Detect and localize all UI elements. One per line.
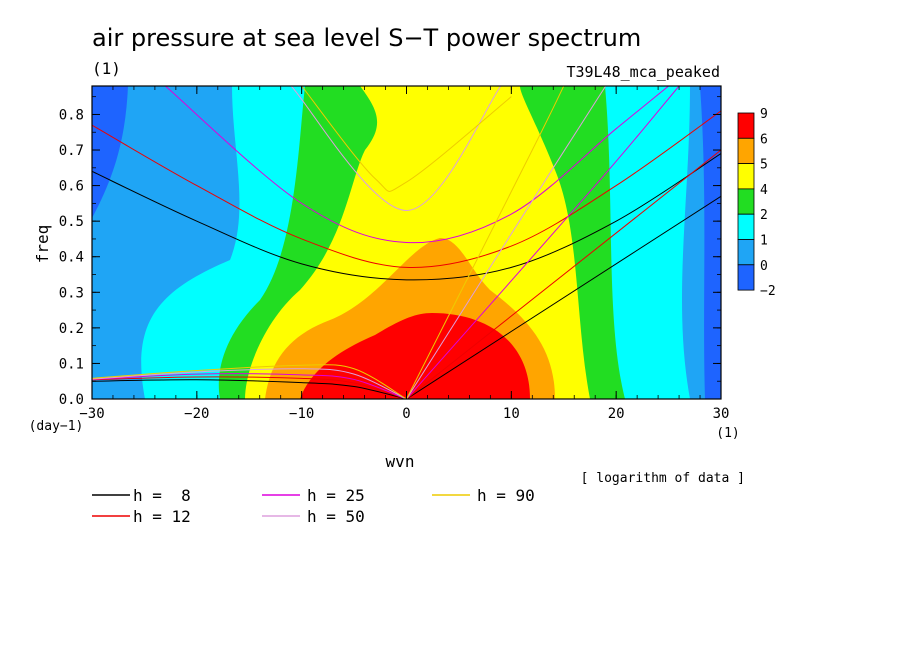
legend-label: h = 50 — [307, 507, 365, 526]
units-label: (1) — [92, 59, 121, 78]
legend-label: h = 12 — [133, 507, 191, 526]
colorbar-label: 4 — [760, 183, 768, 198]
colorbar-label: 6 — [760, 132, 768, 147]
colorbar-swatch — [737, 112, 755, 139]
colorbar-swatch — [737, 264, 755, 291]
legend-label: h = 90 — [477, 486, 535, 505]
colorbar: 9 6 5 4 2 1 0 −2 — [737, 107, 776, 299]
colorbar-swatch — [737, 188, 755, 215]
curve-h8-rossby — [92, 379, 407, 399]
curve-h90-rossby — [92, 364, 407, 399]
x-tick-label: 0 — [402, 406, 410, 422]
y-tick-label: 0.4 — [59, 250, 84, 266]
curve-h50-rossby — [92, 368, 407, 399]
x-units-label: (1) — [716, 426, 739, 441]
y-tick-label: 0.2 — [59, 321, 84, 337]
colorbar-swatch — [737, 137, 755, 165]
x-axis: −30 −20 −10 0 10 20 30 — [79, 86, 729, 422]
experiment-label: T39L48_mca_peaked — [566, 63, 720, 81]
curve-h90-kelvin — [406, 86, 565, 399]
legend: h = 8 h = 12 h = 25 h = 50 h = 90 — [92, 486, 535, 526]
y-axis: 0.0 0.1 0.2 0.3 0.4 0.5 0.6 0.7 0.8 — [59, 96, 721, 408]
colorbar-label: −2 — [760, 284, 776, 299]
y-tick-label: 0.5 — [59, 214, 84, 230]
x-tick-label: 30 — [713, 406, 730, 422]
x-tick-label: 10 — [503, 406, 520, 422]
y-tick-label: 0.1 — [59, 356, 84, 372]
curve-h12-gravity — [92, 110, 721, 268]
curve-h50-kelvin — [406, 86, 607, 399]
dispersion-curves — [92, 86, 721, 399]
x-axis-label: wvn — [386, 452, 415, 471]
colorbar-label: 0 — [760, 259, 768, 274]
curve-h8-gravity — [92, 153, 721, 281]
y-axis-label: freq — [33, 225, 52, 264]
legend-label: h = 25 — [307, 486, 365, 505]
log-note: [ logarithm of data ] — [581, 471, 745, 486]
x-tick-label: −20 — [184, 406, 209, 422]
colorbar-label: 9 — [760, 107, 768, 122]
field-band-neg2-0 — [92, 86, 128, 218]
y-units-label: (day−1) — [29, 419, 84, 434]
x-tick-label: −30 — [79, 406, 104, 422]
colorbar-label: 5 — [760, 158, 768, 173]
colorbar-label: 2 — [760, 208, 768, 223]
legend-label: h = 8 — [133, 486, 191, 505]
x-tick-label: −10 — [289, 406, 314, 422]
colorbar-swatch — [737, 213, 755, 240]
curve-h12-rossby — [92, 376, 407, 399]
chart-title: air pressure at sea level S−T power spec… — [92, 24, 641, 52]
y-tick-label: 0.6 — [59, 179, 84, 195]
y-tick-label: 0.7 — [59, 143, 84, 159]
y-tick-label: 0.3 — [59, 285, 84, 301]
curve-h25-rossby — [92, 373, 407, 399]
colorbar-swatch — [737, 239, 755, 266]
y-tick-label: 0.8 — [59, 107, 84, 123]
x-tick-label: 20 — [608, 406, 625, 422]
y-tick-label: 0.0 — [59, 392, 84, 408]
curve-h25-kelvin — [406, 86, 680, 399]
colorbar-label: 1 — [760, 234, 768, 249]
curve-h25-gravity — [165, 86, 669, 244]
curve-h90-gravity — [301, 86, 512, 192]
curve-h8-kelvin — [406, 195, 721, 399]
field-band-6-9 — [300, 313, 530, 399]
curve-h12-kelvin — [406, 149, 721, 399]
colorbar-swatch — [737, 163, 755, 190]
